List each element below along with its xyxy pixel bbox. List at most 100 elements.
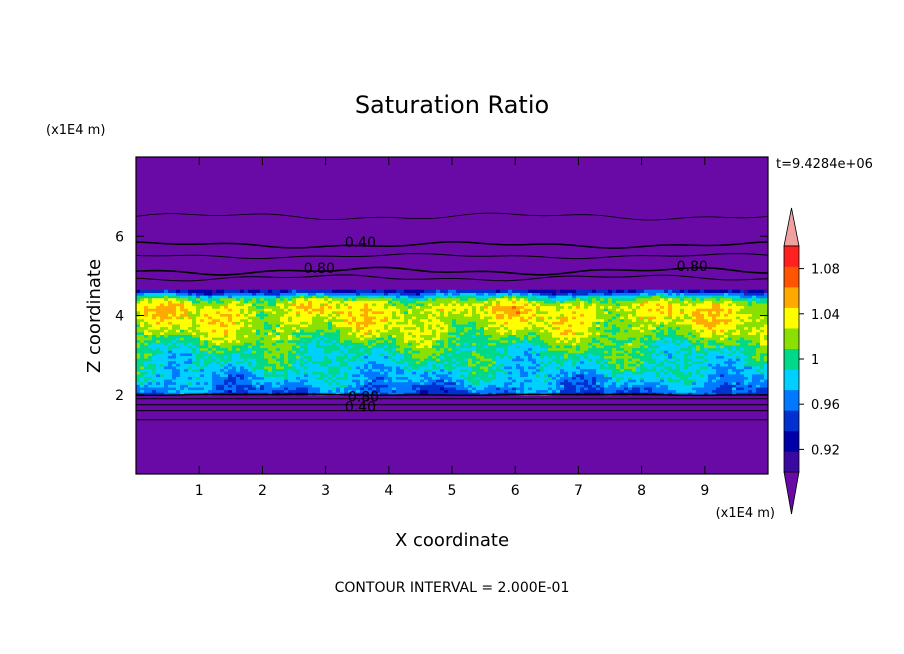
field-cell (188, 360, 193, 364)
field-cell (508, 321, 513, 325)
field-cell (348, 379, 353, 383)
field-cell (556, 379, 561, 383)
field-cell (624, 326, 629, 330)
field-cell (532, 316, 537, 320)
field-cell (364, 323, 369, 328)
field-cell (460, 392, 465, 396)
field-cell (660, 339, 665, 343)
field-cell (504, 379, 509, 383)
field-cell (708, 334, 713, 338)
field-cell (764, 347, 768, 351)
field-cell (416, 339, 421, 343)
field-cell (140, 389, 145, 393)
field-cell (704, 358, 709, 362)
field-cell (364, 350, 369, 354)
field-cell (612, 368, 617, 372)
field-cell (380, 392, 385, 396)
field-cell (328, 384, 333, 388)
field-cell (660, 350, 665, 354)
field-cell (384, 371, 389, 375)
field-cell (760, 329, 765, 333)
field-cell (388, 323, 393, 328)
field-cell (300, 316, 305, 320)
field-cell (216, 326, 221, 330)
field-cell (440, 381, 445, 385)
field-cell (380, 368, 385, 372)
field-cell (316, 339, 321, 343)
field-cell (324, 358, 329, 362)
field-cell (372, 363, 377, 367)
field-cell (240, 392, 245, 396)
field-cell (312, 313, 317, 317)
field-cell (200, 342, 205, 346)
field-cell (216, 350, 221, 354)
field-cell (728, 321, 733, 325)
field-cell (412, 316, 417, 320)
field-cell (144, 323, 149, 328)
field-cell (152, 392, 157, 396)
field-cell (412, 355, 417, 359)
field-cell (312, 323, 317, 328)
field-cell (468, 373, 473, 377)
field-cell (244, 384, 249, 388)
field-cell (232, 318, 237, 322)
field-cell (284, 344, 289, 349)
field-cell (172, 358, 177, 362)
field-cell (660, 323, 665, 328)
field-cell (756, 318, 761, 322)
field-cell (316, 337, 321, 341)
field-cell (352, 313, 357, 317)
field-cell (688, 373, 693, 377)
field-cell (540, 347, 545, 351)
field-cell (604, 321, 609, 325)
field-cell (604, 379, 609, 383)
field-cell (404, 384, 409, 388)
field-cell (208, 334, 213, 338)
field-cell (580, 365, 585, 370)
field-cell (404, 329, 409, 333)
field-cell (268, 339, 273, 343)
field-cell (588, 339, 593, 343)
field-cell (268, 326, 273, 330)
field-cell (752, 344, 757, 349)
field-cell (572, 365, 577, 370)
field-cell (528, 363, 533, 367)
field-cell (540, 368, 545, 372)
field-cell (388, 321, 393, 325)
field-cell (404, 352, 409, 356)
field-cell (476, 376, 481, 380)
field-cell (716, 326, 721, 330)
field-cell (428, 329, 433, 333)
field-cell (448, 321, 453, 325)
field-cell (612, 355, 617, 359)
field-cell (664, 339, 669, 343)
field-cell (688, 392, 693, 396)
field-cell (704, 379, 709, 383)
field-cell (336, 376, 341, 380)
field-cell (324, 313, 329, 317)
field-cell (328, 323, 333, 328)
field-cell (320, 342, 325, 346)
field-cell (176, 392, 181, 396)
field-cell (340, 392, 345, 396)
field-cell (420, 334, 425, 338)
field-cell (712, 389, 717, 393)
field-cell (316, 360, 321, 364)
field-cell (244, 392, 249, 396)
field-cell (508, 363, 513, 367)
field-cell (664, 350, 669, 354)
field-cell (292, 381, 297, 385)
field-cell (164, 334, 169, 338)
field-cell (440, 331, 445, 335)
field-cell (416, 389, 421, 393)
field-cell (248, 344, 253, 349)
field-cell (348, 365, 353, 370)
field-cell (380, 326, 385, 330)
field-cell (248, 376, 253, 380)
field-cell (324, 318, 329, 322)
field-cell (552, 334, 557, 338)
field-cell (172, 365, 177, 370)
field-cell (632, 318, 637, 322)
field-cell (596, 331, 601, 335)
field-cell (372, 373, 377, 377)
